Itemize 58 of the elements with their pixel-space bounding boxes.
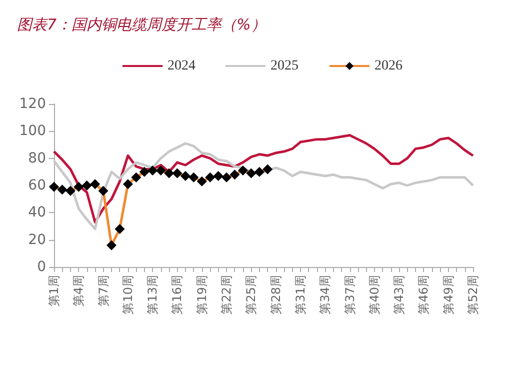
x-tick-label: 第4周 [72, 275, 86, 307]
point [230, 170, 240, 180]
point [131, 172, 142, 182]
y-tick-label: 100 [19, 123, 46, 140]
point [164, 168, 174, 178]
point [90, 179, 100, 190]
point [188, 172, 199, 182]
x-tick-label: 第37周 [342, 275, 357, 314]
point [122, 179, 133, 190]
x-tick-label: 第13周 [146, 275, 160, 314]
x-tick-label: 第25周 [244, 275, 258, 314]
x-tick-label: 第46周 [416, 275, 431, 314]
point [238, 166, 248, 176]
x-tick-label: 第31周 [293, 275, 308, 314]
legend-label: 2025 [270, 58, 298, 74]
x-tick-label: 第49周 [441, 275, 456, 314]
point [106, 240, 117, 250]
point [246, 168, 256, 178]
point [222, 172, 232, 182]
x-tick-label: 第22周 [220, 275, 234, 314]
chart-title: 图表7：国内铜电缆周度开工率（%） [17, 16, 266, 34]
x-tick-label: 第40周 [367, 275, 382, 314]
point [49, 182, 59, 192]
point [98, 186, 108, 196]
point [114, 224, 125, 234]
x-tick-label: 第10周 [120, 275, 135, 314]
y-tick-label: 0 [37, 259, 46, 275]
y-tick-label: 60 [28, 178, 46, 194]
point [254, 166, 264, 177]
x-tick-label: 第43周 [392, 275, 406, 314]
point [65, 186, 76, 196]
point [196, 176, 207, 186]
y-tick-label: 120 [19, 96, 46, 112]
x-tick-label: 第34周 [318, 275, 332, 314]
legend-label: 2024 [168, 58, 196, 74]
x-tick-label: 第1周 [47, 275, 61, 307]
point [156, 166, 166, 176]
point [139, 166, 150, 177]
point [262, 164, 273, 174]
point [180, 170, 190, 181]
point [82, 180, 92, 190]
x-tick-label: 第52周 [466, 275, 480, 314]
legend-label: 2026 [374, 58, 402, 74]
line-series [52, 142, 474, 230]
y-tick-label: 80 [28, 150, 46, 166]
line-series [52, 134, 474, 224]
point [148, 166, 158, 176]
point [172, 168, 182, 178]
x-tick-label: 第19周 [194, 275, 209, 314]
y-tick-label: 40 [28, 204, 46, 221]
point [57, 184, 68, 195]
point [213, 170, 224, 181]
x-tick-label: 第7周 [96, 275, 110, 307]
x-tick-label: 第16周 [170, 275, 184, 314]
point [74, 182, 84, 192]
point [205, 172, 216, 182]
y-tick-label: 20 [28, 232, 46, 248]
x-tick-label: 第28周 [268, 275, 283, 314]
